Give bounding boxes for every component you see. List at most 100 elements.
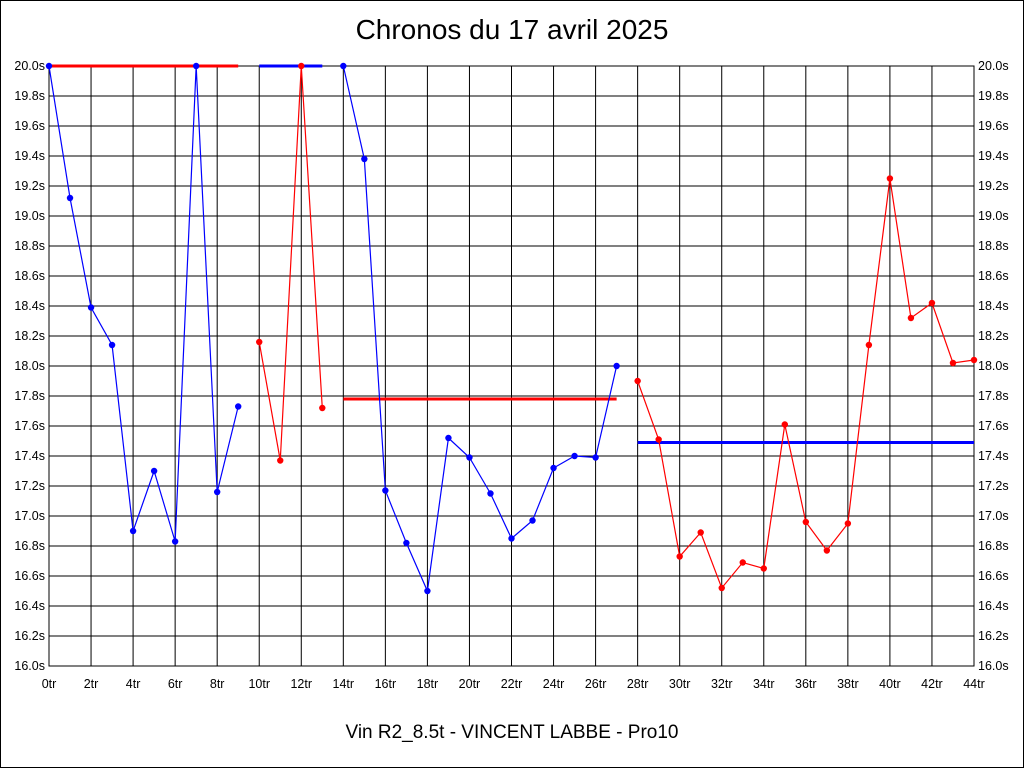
series-line <box>342 65 618 594</box>
y-tick-label-right: 19.8s <box>978 89 1009 103</box>
chart-title: Chronos du 17 avril 2025 <box>355 14 669 45</box>
data-point <box>949 359 957 367</box>
data-point <box>802 518 810 526</box>
data-point <box>150 467 158 475</box>
y-tick-label-right: 17.0s <box>978 509 1009 523</box>
y-tick-label-right: 18.0s <box>978 359 1009 373</box>
x-tick-label: 16tr <box>375 677 397 691</box>
x-tick-label: 42tr <box>921 677 943 691</box>
plot-border <box>48 65 975 667</box>
y-tick-label-left: 18.2s <box>14 329 45 343</box>
y-tick-label-left: 19.2s <box>14 179 45 193</box>
y-tick-label-left: 16.6s <box>14 569 45 583</box>
x-tick-label: 34tr <box>753 677 775 691</box>
x-tick-label: 44tr <box>963 677 985 691</box>
data-point <box>445 434 452 442</box>
x-tick-label: 24tr <box>543 677 565 691</box>
data-point <box>129 527 137 535</box>
data-point <box>907 314 915 322</box>
data-point <box>171 538 179 545</box>
data-point <box>87 304 95 311</box>
data-point <box>844 520 852 527</box>
data-point <box>970 356 978 364</box>
y-tick-label-left: 19.4s <box>14 149 45 163</box>
y-tick-label-left: 19.8s <box>14 89 45 103</box>
data-point <box>235 403 242 410</box>
data-point <box>571 452 578 460</box>
y-tick-label-left: 19.6s <box>14 119 45 133</box>
data-point <box>361 155 368 163</box>
y-tick-label-left: 18.6s <box>14 269 45 283</box>
y-tick-label-right: 17.8s <box>978 389 1009 403</box>
data-point <box>550 464 557 472</box>
y-tick-label-left: 18.4s <box>14 299 45 313</box>
data-point <box>928 299 936 307</box>
x-tick-label: 32tr <box>711 677 733 691</box>
data-point <box>277 457 284 464</box>
data-point <box>340 62 347 70</box>
y-tick-label-left: 17.4s <box>14 449 45 463</box>
x-tick-label: 2tr <box>84 677 99 691</box>
y-tick-label-right: 17.2s <box>978 479 1009 493</box>
data-point <box>781 421 788 428</box>
data-point <box>487 490 494 497</box>
data-point <box>466 454 473 461</box>
chart-subtitle: Vin R2_8.5t - VINCENT LABBE - Pro10 <box>345 722 679 743</box>
y-tick-label-left: 17.8s <box>14 389 45 403</box>
y-tick-label-left: 17.6s <box>14 419 45 433</box>
x-tick-label: 26tr <box>585 677 607 691</box>
y-tick-label-right: 18.2s <box>978 329 1009 343</box>
data-point <box>634 377 641 385</box>
data-point <box>718 584 725 592</box>
series-line <box>258 65 323 461</box>
data-point <box>256 338 263 346</box>
data-point <box>213 488 221 496</box>
y-tick-label-right: 17.6s <box>978 419 1009 433</box>
x-tick-label: 14tr <box>333 677 355 691</box>
y-tick-label-left: 17.0s <box>14 509 45 523</box>
data-point <box>655 436 662 443</box>
data-point <box>108 341 116 349</box>
y-tick-label-left: 16.0s <box>14 659 45 673</box>
data-point <box>192 62 200 70</box>
x-tick-label: 4tr <box>126 677 141 691</box>
y-tick-label-right: 19.2s <box>978 179 1009 193</box>
x-tick-label: 8tr <box>210 677 225 691</box>
data-point <box>403 539 410 547</box>
x-tick-label: 6tr <box>168 677 183 691</box>
data-point <box>529 517 536 524</box>
data-point <box>886 175 894 182</box>
y-tick-label-left: 16.8s <box>14 539 45 553</box>
y-tick-label-right: 19.0s <box>978 209 1009 223</box>
y-tick-label-right: 18.8s <box>978 239 1009 253</box>
x-tick-label: 18tr <box>417 677 439 691</box>
y-tick-label-left: 16.2s <box>14 629 45 643</box>
data-point <box>739 559 746 566</box>
y-tick-label-left: 18.8s <box>14 239 45 253</box>
x-tick-label: 20tr <box>459 677 481 691</box>
data-point <box>45 62 53 70</box>
y-tick-label-left: 16.4s <box>14 599 45 613</box>
y-tick-label-right: 19.4s <box>978 149 1009 163</box>
x-tick-label: 12tr <box>290 677 312 691</box>
y-tick-label-right: 16.8s <box>978 539 1009 553</box>
x-tick-label: 40tr <box>879 677 901 691</box>
x-tick-label: 30tr <box>669 677 691 691</box>
y-tick-label-right: 16.6s <box>978 569 1009 583</box>
data-point <box>319 404 326 412</box>
y-tick-label-right: 16.4s <box>978 599 1009 613</box>
x-tick-label: 22tr <box>501 677 523 691</box>
y-tick-label-left: 20.0s <box>14 59 45 73</box>
x-tick-label: 36tr <box>795 677 817 691</box>
data-point <box>865 341 873 349</box>
data-point <box>676 553 683 560</box>
y-tick-label-right: 16.2s <box>978 629 1009 643</box>
y-tick-label-right: 16.0s <box>978 659 1009 673</box>
y-tick-label-right: 20.0s <box>978 59 1009 73</box>
data-point <box>66 194 74 202</box>
y-tick-label-left: 17.2s <box>14 479 45 493</box>
data-point <box>508 535 515 542</box>
x-tick-label: 10tr <box>248 677 270 691</box>
y-tick-label-left: 19.0s <box>14 209 45 223</box>
